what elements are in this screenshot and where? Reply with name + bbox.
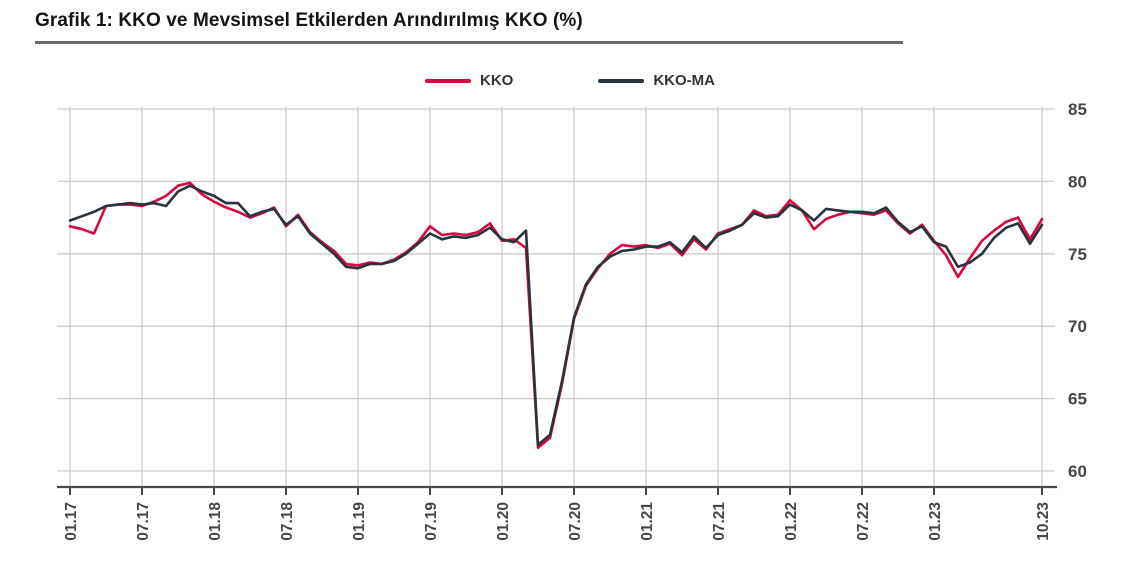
y-tick-label: 65	[1068, 390, 1087, 409]
x-tick-label: 01.23	[927, 502, 944, 541]
x-axis	[57, 485, 1057, 495]
y-axis-labels: 60 65 70 75 80 85	[1068, 100, 1087, 481]
series-lines	[68, 181, 1044, 450]
x-tick-label: 01.19	[351, 502, 368, 541]
x-tick-label: 07.22	[855, 502, 872, 541]
x-axis-labels: 01.17 07.17 01.18 07.18 01.19 07.19 01.20 07.20…	[63, 502, 1052, 541]
y-tick-label: 80	[1068, 172, 1087, 191]
title-underline: Grafik 1: KKO ve Mevsimsel Etkilerden Ar…	[35, 10, 903, 44]
x-tick-label: 07.20	[567, 502, 584, 541]
kko-ma-line-swatch-icon	[598, 78, 645, 83]
x-tick-label: 10.23	[1035, 502, 1052, 541]
x-tick-label: 01.17	[63, 502, 80, 541]
legend-label-kko: KKO	[480, 72, 514, 89]
x-tick-label: 07.19	[423, 502, 440, 541]
x-tick-label: 01.18	[207, 502, 224, 541]
gridlines	[57, 106, 1055, 487]
x-tick-label: 01.22	[783, 502, 800, 541]
x-tick-label: 01.20	[495, 502, 512, 541]
page-title: Grafik 1: KKO ve Mevsimsel Etkilerden Ar…	[35, 10, 583, 31]
x-tick-label: 07.18	[279, 502, 296, 541]
x-tick-label: 07.17	[135, 502, 152, 541]
legend-item-kko: KKO	[425, 72, 513, 89]
y-tick-label: 75	[1068, 245, 1087, 264]
x-tick-label: 07.21	[711, 502, 728, 541]
kko-line-swatch-icon	[425, 78, 471, 83]
y-tick-label: 70	[1068, 317, 1087, 336]
series-line-kko-ma	[68, 184, 1044, 447]
x-tick-label: 01.21	[639, 502, 656, 541]
y-tick-label: 85	[1068, 100, 1087, 119]
y-tick-label: 60	[1068, 462, 1087, 481]
legend-label-kko-ma: KKO-MA	[653, 72, 715, 89]
chart-legend: KKO KKO-MA	[0, 72, 1140, 89]
legend-item-kko-ma: KKO-MA	[598, 72, 715, 89]
